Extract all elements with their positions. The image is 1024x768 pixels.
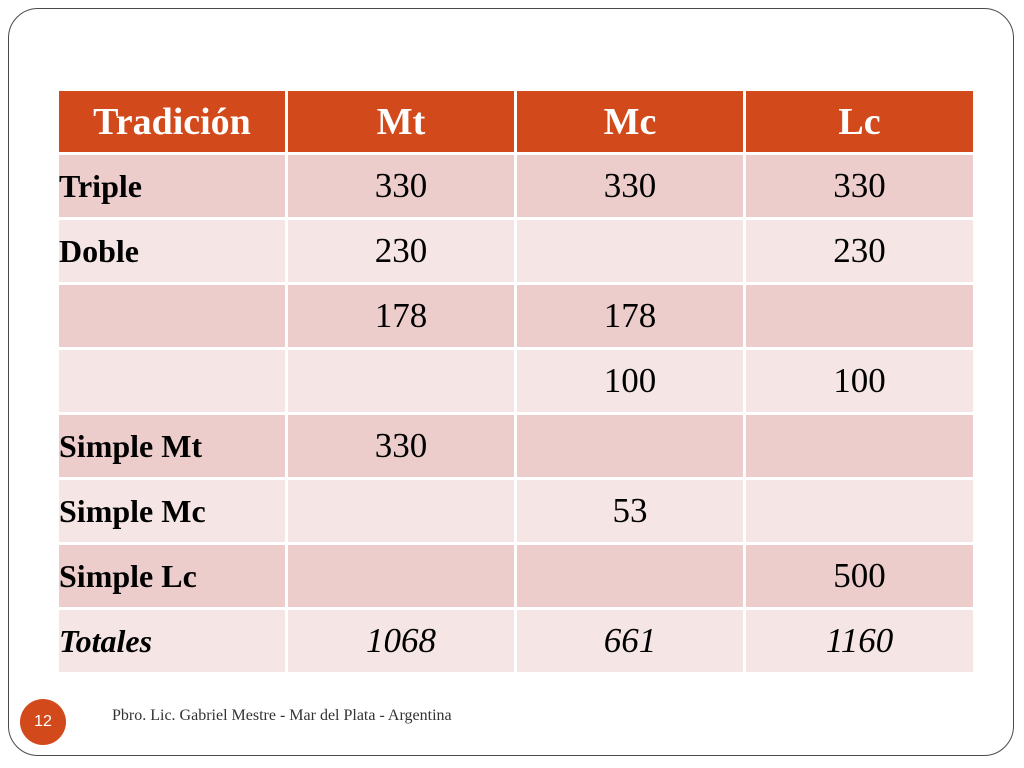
row-label bbox=[56, 347, 288, 415]
header-mc: Mc bbox=[514, 88, 746, 155]
cell-mc bbox=[514, 217, 746, 285]
totals-row: Totales 1068 661 1160 bbox=[56, 607, 976, 675]
cell-mc: 178 bbox=[514, 282, 746, 350]
page-number-badge: 12 bbox=[20, 699, 66, 745]
cell-lc: 100 bbox=[743, 347, 976, 415]
table-row: 178 178 bbox=[56, 282, 976, 350]
table-row: Simple Lc 500 bbox=[56, 542, 976, 610]
cell-mc: 53 bbox=[514, 477, 746, 545]
cell-mt: 1068 bbox=[285, 607, 517, 675]
cell-lc: 330 bbox=[743, 152, 976, 220]
table-row: Simple Mc 53 bbox=[56, 477, 976, 545]
row-label: Simple Mt bbox=[56, 412, 288, 480]
row-label: Doble bbox=[56, 217, 288, 285]
cell-lc: 1160 bbox=[743, 607, 976, 675]
header-mt: Mt bbox=[285, 88, 517, 155]
footer-text: Pbro. Lic. Gabriel Mestre - Mar del Plat… bbox=[112, 707, 452, 724]
header-tradicion: Tradición bbox=[56, 88, 288, 155]
row-label: Triple bbox=[56, 152, 288, 220]
cell-mc bbox=[514, 542, 746, 610]
header-lc: Lc bbox=[743, 88, 976, 155]
cell-mt bbox=[285, 347, 517, 415]
cell-mc: 100 bbox=[514, 347, 746, 415]
cell-lc bbox=[743, 477, 976, 545]
cell-mt bbox=[285, 542, 517, 610]
cell-mc bbox=[514, 412, 746, 480]
cell-lc: 230 bbox=[743, 217, 976, 285]
row-label: Simple Mc bbox=[56, 477, 288, 545]
data-table: Tradición Mt Mc Lc Triple 330 330 330 Do… bbox=[56, 88, 976, 675]
table-row: Doble 230 230 bbox=[56, 217, 976, 285]
row-label bbox=[56, 282, 288, 350]
header-row: Tradición Mt Mc Lc bbox=[56, 88, 976, 155]
cell-lc bbox=[743, 412, 976, 480]
row-label: Totales bbox=[56, 607, 288, 675]
cell-mt: 178 bbox=[285, 282, 517, 350]
row-label: Simple Lc bbox=[56, 542, 288, 610]
cell-mt: 230 bbox=[285, 217, 517, 285]
cell-mt: 330 bbox=[285, 412, 517, 480]
cell-mc: 661 bbox=[514, 607, 746, 675]
table-row: 100 100 bbox=[56, 347, 976, 415]
cell-mt bbox=[285, 477, 517, 545]
table-row: Triple 330 330 330 bbox=[56, 152, 976, 220]
table-row: Simple Mt 330 bbox=[56, 412, 976, 480]
cell-mc: 330 bbox=[514, 152, 746, 220]
cell-mt: 330 bbox=[285, 152, 517, 220]
cell-lc: 500 bbox=[743, 542, 976, 610]
cell-lc bbox=[743, 282, 976, 350]
